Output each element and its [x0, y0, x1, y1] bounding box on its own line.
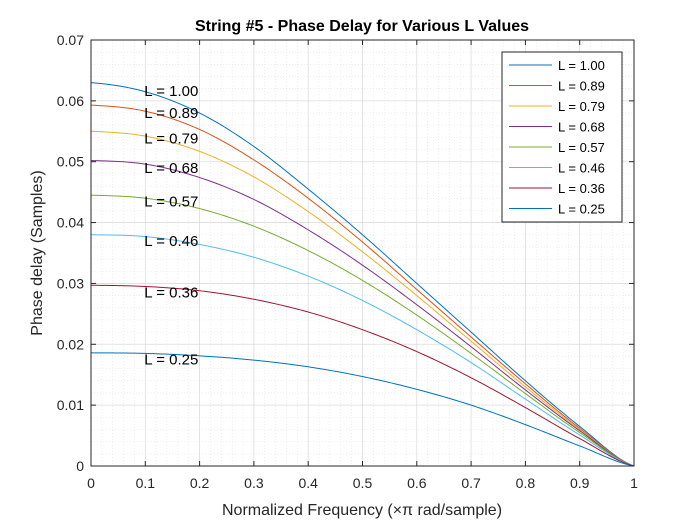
y-tick-label: 0.06 — [57, 93, 84, 109]
x-tick-label: 0.7 — [461, 475, 481, 491]
legend-entry: L = 0.46 — [558, 161, 605, 176]
series-line-5 — [90, 194, 635, 467]
curve-annotation: L = 0.25 — [144, 352, 198, 369]
series-line-1 — [90, 82, 635, 467]
series-line-3 — [90, 130, 635, 467]
y-tick-label: 0.03 — [57, 275, 84, 291]
legend: L = 1.00 L = 0.89 L = 0.79 L = 0.68 L = 0.57… — [501, 51, 623, 223]
x-tick-label: 0.5 — [353, 475, 373, 491]
series-line-7 — [90, 284, 635, 467]
curve-annotation: L = 0.79 — [144, 131, 198, 148]
series-line-6 — [90, 234, 635, 467]
legend-entry: L = 0.25 — [558, 202, 605, 217]
curve-annotation: L = 0.89 — [144, 105, 198, 122]
x-tick-label: 0 — [87, 475, 95, 491]
minor-grid — [91, 40, 634, 466]
series-line-4 — [90, 160, 635, 467]
y-tick-labels: 0 0.01 0.02 0.03 0.04 0.05 0.06 0.07 — [57, 32, 84, 474]
x-axis-label: Normalized Frequency (×π rad/sample) — [222, 502, 502, 519]
y-tick-label: 0.07 — [57, 32, 84, 48]
curve-annotation: L = 0.36 — [144, 285, 198, 302]
x-tick-label: 0.8 — [516, 475, 536, 491]
y-tick-label: 0.02 — [57, 336, 84, 352]
curve-annotations: L = 1.00 L = 0.89 L = 0.79 L = 0.68 L = 0.57… — [144, 83, 198, 368]
legend-entry: L = 0.68 — [558, 120, 605, 135]
x-tick-labels: 0 0.1 0.2 0.3 0.4 0.5 0.6 0.7 0.8 0.9 1 — [87, 475, 638, 491]
legend-box — [501, 51, 623, 223]
x-tick-label: 0.6 — [407, 475, 427, 491]
y-tick-label: 0.05 — [57, 154, 84, 170]
curve-annotation: L = 0.46 — [144, 233, 198, 250]
x-tick-label: 1 — [630, 475, 638, 491]
curve-annotation: L = 1.00 — [144, 83, 198, 100]
y-axis-label: Phase delay (Samples) — [29, 170, 46, 335]
curve-annotation: L = 0.57 — [144, 193, 198, 210]
axis-ticks — [90, 39, 635, 467]
chart-title: String #5 - Phase Delay for Various L Va… — [195, 18, 529, 35]
legend-entry: L = 0.57 — [558, 140, 605, 155]
x-tick-label: 0.2 — [190, 475, 210, 491]
legend-entry: L = 0.36 — [558, 181, 605, 196]
series-line-8 — [90, 352, 635, 467]
legend-entry: L = 0.79 — [558, 99, 605, 114]
x-tick-label: 0.4 — [298, 475, 318, 491]
legend-entry: L = 0.89 — [558, 79, 605, 94]
curve-annotation: L = 0.68 — [144, 160, 198, 177]
y-tick-label: 0 — [76, 458, 84, 474]
x-tick-label: 0.1 — [136, 475, 156, 491]
y-tick-label: 0.04 — [57, 215, 84, 231]
series-lines — [90, 82, 635, 467]
x-tick-label: 0.3 — [244, 475, 264, 491]
y-tick-label: 0.01 — [57, 397, 84, 413]
series-line-2 — [90, 104, 635, 467]
legend-entry: L = 1.00 — [558, 58, 605, 73]
x-tick-label: 0.9 — [570, 475, 590, 491]
